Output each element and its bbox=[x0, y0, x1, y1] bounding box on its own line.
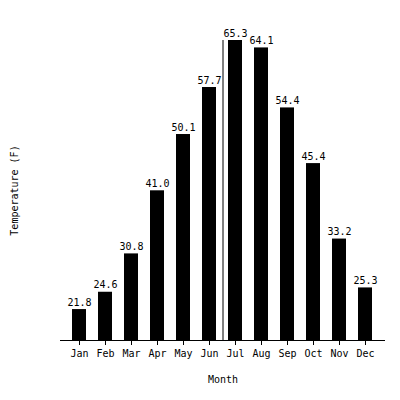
svg-text:21.8: 21.8 bbox=[67, 297, 91, 308]
svg-text:50.1: 50.1 bbox=[171, 122, 195, 133]
svg-text:Nov: Nov bbox=[330, 348, 348, 359]
svg-text:33.2: 33.2 bbox=[327, 226, 351, 237]
svg-text:Temperature (F): Temperature (F) bbox=[9, 145, 20, 235]
svg-text:65.3: 65.3 bbox=[223, 28, 247, 39]
svg-text:Month: Month bbox=[208, 374, 238, 385]
svg-text:Jan: Jan bbox=[70, 348, 88, 359]
svg-text:Jul: Jul bbox=[226, 348, 244, 359]
svg-text:Aug: Aug bbox=[252, 348, 270, 359]
svg-text:Jun: Jun bbox=[200, 348, 218, 359]
svg-text:24.6: 24.6 bbox=[93, 279, 117, 290]
svg-text:25.3: 25.3 bbox=[353, 275, 377, 286]
svg-text:Dec: Dec bbox=[356, 348, 374, 359]
svg-text:Apr: Apr bbox=[148, 348, 166, 359]
svg-text:Oct: Oct bbox=[304, 348, 322, 359]
svg-text:30.8: 30.8 bbox=[119, 241, 143, 252]
svg-text:Sep: Sep bbox=[278, 348, 296, 359]
svg-text:64.1: 64.1 bbox=[249, 35, 273, 46]
svg-text:May: May bbox=[174, 348, 192, 359]
svg-text:Feb: Feb bbox=[96, 348, 114, 359]
svg-text:41.0: 41.0 bbox=[145, 178, 169, 189]
svg-text:45.4: 45.4 bbox=[301, 151, 325, 162]
svg-text:54.4: 54.4 bbox=[275, 95, 299, 106]
svg-text:57.7: 57.7 bbox=[197, 75, 221, 86]
svg-text:Mar: Mar bbox=[122, 348, 140, 359]
